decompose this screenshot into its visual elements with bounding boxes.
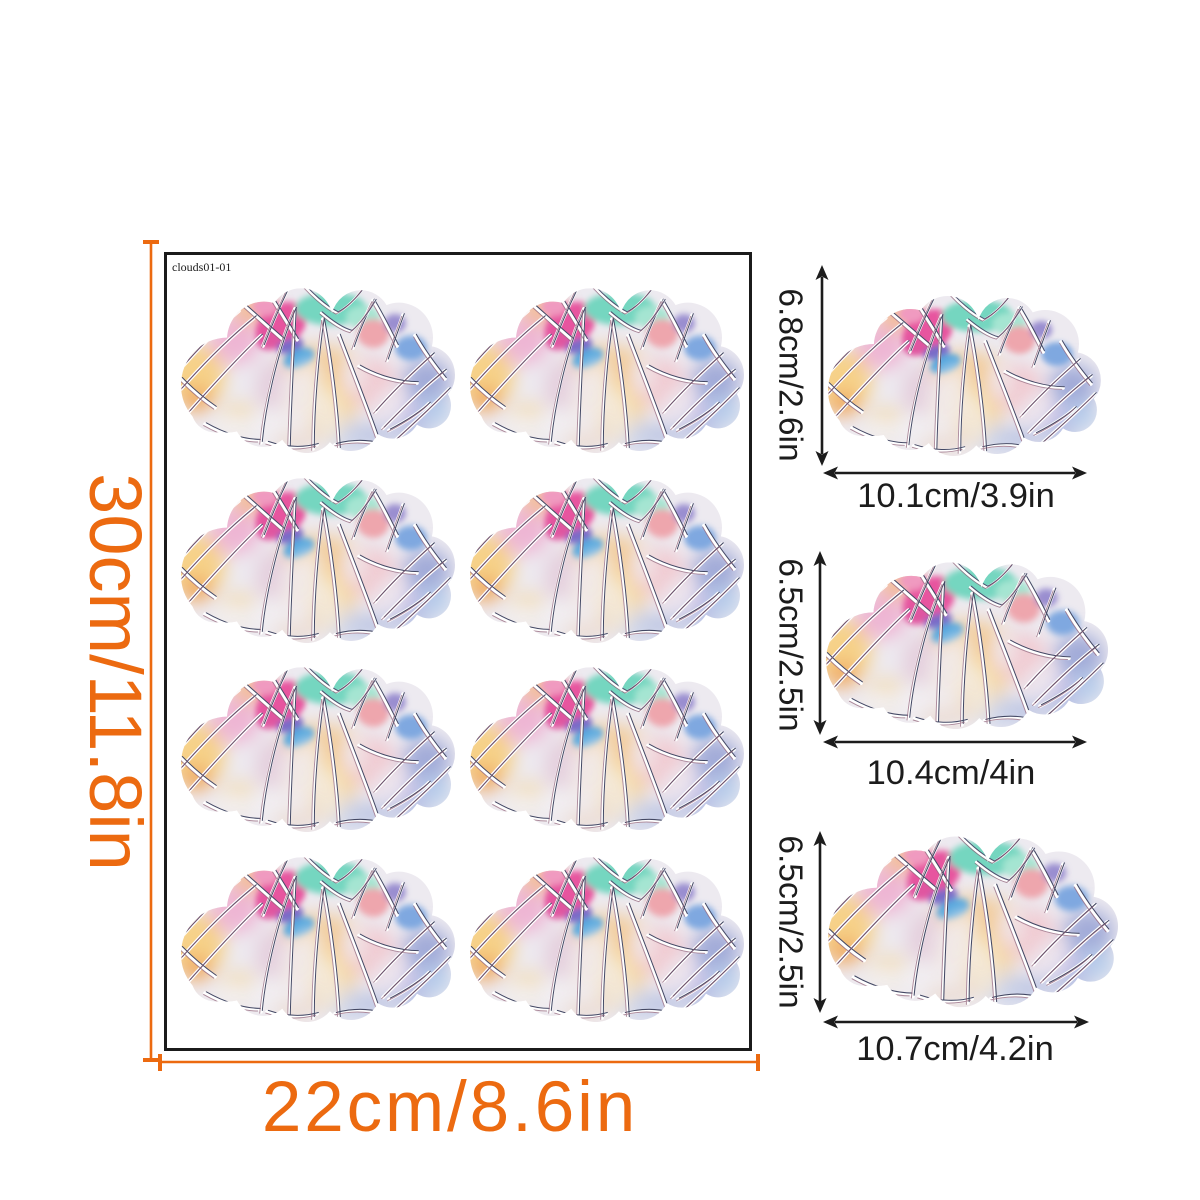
svg-text:22cm/8.6in: 22cm/8.6in	[262, 1068, 638, 1147]
svg-text:10.4cm/4in: 10.4cm/4in	[867, 754, 1036, 792]
svg-text:10.1cm/3.9in: 10.1cm/3.9in	[857, 477, 1055, 515]
svg-text:clouds01-01: clouds01-01	[172, 260, 231, 274]
svg-text:6.5cm/2.5in: 6.5cm/2.5in	[772, 558, 809, 731]
svg-text:6.5cm/2.5in: 6.5cm/2.5in	[772, 835, 809, 1008]
svg-text:10.7cm/4.2in: 10.7cm/4.2in	[856, 1030, 1054, 1068]
svg-text:6.8cm/2.6in: 6.8cm/2.6in	[772, 288, 809, 461]
svg-text:30cm/11.8in: 30cm/11.8in	[74, 473, 157, 871]
